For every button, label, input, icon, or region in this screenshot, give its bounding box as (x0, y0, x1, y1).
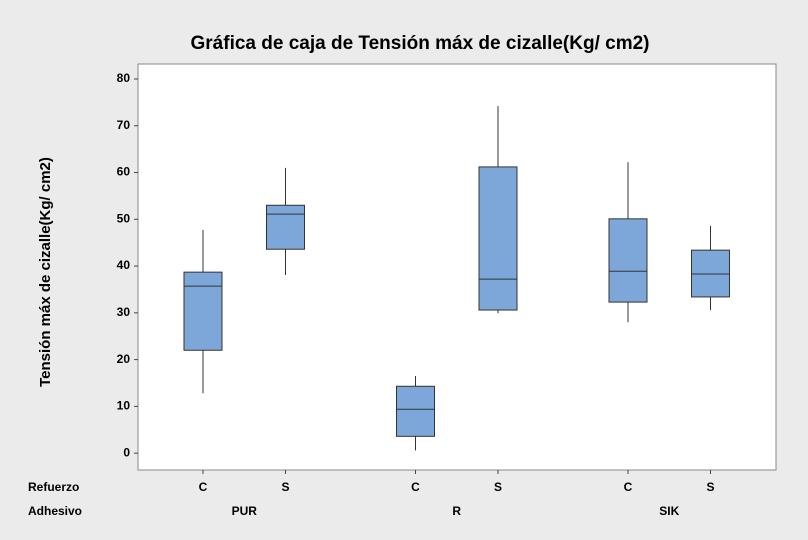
factor-level: C (624, 480, 633, 494)
y-tick-label: 10 (117, 399, 131, 413)
factor-name: Refuerzo (28, 480, 79, 494)
y-tick-label: 20 (117, 352, 131, 366)
plot-area (137, 63, 777, 471)
box (608, 218, 648, 303)
box (478, 166, 518, 311)
y-tick-label: 50 (117, 211, 131, 225)
factor-level: S (494, 480, 502, 494)
factor-name: Adhesivo (28, 504, 82, 518)
y-tick-label: 80 (117, 71, 131, 85)
factor-level: C (199, 480, 208, 494)
factor-level: R (452, 504, 461, 518)
y-tick-label: 40 (117, 258, 131, 272)
factor-level: C (411, 480, 420, 494)
y-tick-label: 0 (123, 445, 130, 459)
factor-level: S (706, 480, 714, 494)
y-tick-label: 70 (117, 118, 131, 132)
y-tick-label: 60 (117, 165, 131, 179)
factor-level: S (281, 480, 289, 494)
box (266, 204, 305, 250)
factor-level: SIK (659, 504, 679, 518)
y-axis-label: Tensión máx de cizalle(Kg/ cm2) (37, 157, 54, 387)
chart-title: Gráfica de caja de Tensión máx de cizall… (191, 33, 650, 54)
box (183, 271, 223, 351)
factor-level: PUR (232, 504, 258, 518)
y-tick-label: 30 (117, 305, 131, 319)
box (396, 385, 435, 437)
